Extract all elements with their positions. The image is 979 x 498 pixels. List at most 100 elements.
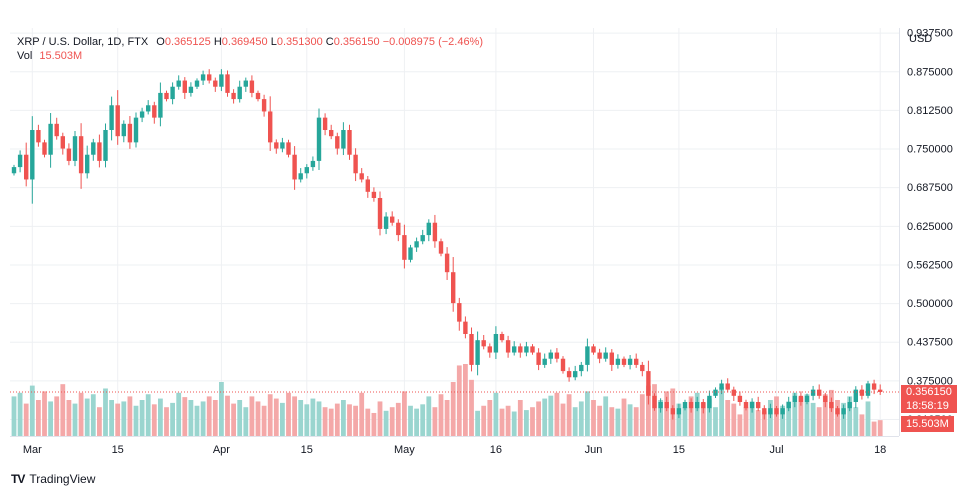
volume-bar	[188, 400, 194, 436]
low-value: 0.351300	[276, 36, 323, 48]
candle-body	[829, 402, 834, 409]
volume-bar	[475, 410, 480, 436]
candle-body	[146, 105, 151, 112]
volume-bar	[835, 400, 840, 436]
volume-bar	[688, 396, 694, 436]
volume-bar	[377, 401, 383, 436]
volume-bar	[194, 405, 200, 436]
volume-bar	[17, 392, 23, 436]
volume-bar	[84, 398, 90, 436]
volume-bar	[395, 402, 401, 436]
high-value: 0.369450	[221, 36, 268, 48]
price-tick-label: 0.812500	[907, 105, 953, 117]
volume-bar	[54, 396, 60, 436]
candle-body	[524, 346, 529, 353]
volume-bar	[145, 394, 151, 436]
currency-label[interactable]: USD	[909, 33, 933, 45]
last-price-value: 0.356150	[906, 385, 952, 398]
high-label: H	[213, 36, 222, 48]
candle-body	[627, 358, 633, 365]
candle-body	[158, 92, 163, 118]
candle-body	[42, 142, 47, 155]
candle-body	[530, 346, 535, 353]
volume-label[interactable]: Vol	[17, 50, 33, 62]
price-tick-label: 0.375000	[907, 375, 953, 387]
volume-bar	[170, 402, 175, 436]
price-tick-label: 0.500000	[907, 298, 953, 310]
candle-body	[91, 142, 96, 155]
volume-bar	[524, 410, 529, 436]
low-label: L	[270, 36, 277, 48]
candle-body	[682, 402, 688, 409]
volume-bar	[450, 382, 456, 436]
candle-body	[341, 130, 346, 149]
price-tick-label: 0.750000	[907, 144, 953, 156]
candle-body	[774, 408, 779, 415]
candle-body	[640, 364, 645, 372]
volume-bar	[749, 401, 755, 436]
candle-body	[457, 303, 462, 322]
candle-body	[756, 402, 761, 409]
volume-bar	[609, 407, 615, 436]
volume-bar	[463, 364, 468, 436]
volume-bar	[810, 402, 816, 436]
volume-bar	[761, 411, 767, 436]
volume-bar	[792, 392, 798, 436]
volume-bar	[408, 405, 413, 436]
open-value: 0.365125	[164, 36, 211, 48]
volume-bar	[829, 389, 834, 436]
brand-name: TradingView	[29, 472, 96, 486]
volume-bar	[347, 404, 352, 436]
candle-body	[847, 402, 852, 409]
candle-body	[810, 389, 816, 396]
time-tick-label: 18	[874, 444, 886, 456]
chart-grid	[10, 28, 899, 436]
candle-body	[121, 123, 126, 137]
volume-bar	[359, 392, 365, 436]
candle-body	[603, 352, 608, 359]
candle-body	[353, 154, 358, 174]
volume-bar	[292, 396, 297, 436]
symbol-label[interactable]: XRP / U.S. Dollar, 1D, FTX	[17, 36, 149, 48]
candle-body	[377, 198, 383, 229]
volume-bar	[731, 403, 737, 436]
candle-body	[359, 173, 364, 180]
tradingview-logo-icon: TV	[11, 472, 25, 486]
candle-body	[768, 408, 773, 415]
candle-body	[701, 402, 706, 409]
volume-bar	[713, 407, 718, 436]
volume-bar	[597, 405, 602, 436]
candle-body	[615, 358, 621, 365]
volume-bar	[273, 398, 279, 436]
volume-bar	[389, 407, 395, 436]
volume-bar	[560, 403, 566, 436]
candle-body	[78, 136, 84, 174]
open-label: O	[156, 36, 165, 48]
candle-body	[695, 402, 700, 409]
candle-body	[207, 74, 212, 81]
tradingview-brand[interactable]: TV TradingView	[11, 472, 95, 486]
volume-bar	[353, 405, 358, 436]
candle-body	[280, 142, 285, 149]
candle-body	[48, 123, 53, 155]
candle-body	[719, 383, 724, 390]
candle-body	[871, 383, 877, 390]
time-tick-label: 15	[112, 444, 124, 456]
price-tick-label: 0.437500	[907, 337, 953, 349]
volume-bar	[420, 404, 426, 436]
price-tick-label: 0.562500	[907, 259, 953, 271]
price-axis: 0.937500 0.875000 0.812500 0.750000 0.687500…	[907, 28, 953, 426]
volume-bar	[658, 400, 663, 436]
price-tick-label: 0.875000	[907, 66, 953, 78]
last-price-tag: 0.356150 18:58:19	[901, 384, 957, 413]
candle-body	[219, 74, 224, 87]
candle-body	[560, 358, 566, 372]
time-tick-label: 15	[301, 444, 313, 456]
volume-bar	[456, 365, 462, 436]
volume-bar	[286, 392, 291, 436]
volume-bar	[426, 396, 432, 436]
candle-body	[255, 92, 261, 100]
price-tick-label: 0.937500	[907, 28, 953, 40]
volume-bar	[481, 405, 487, 436]
